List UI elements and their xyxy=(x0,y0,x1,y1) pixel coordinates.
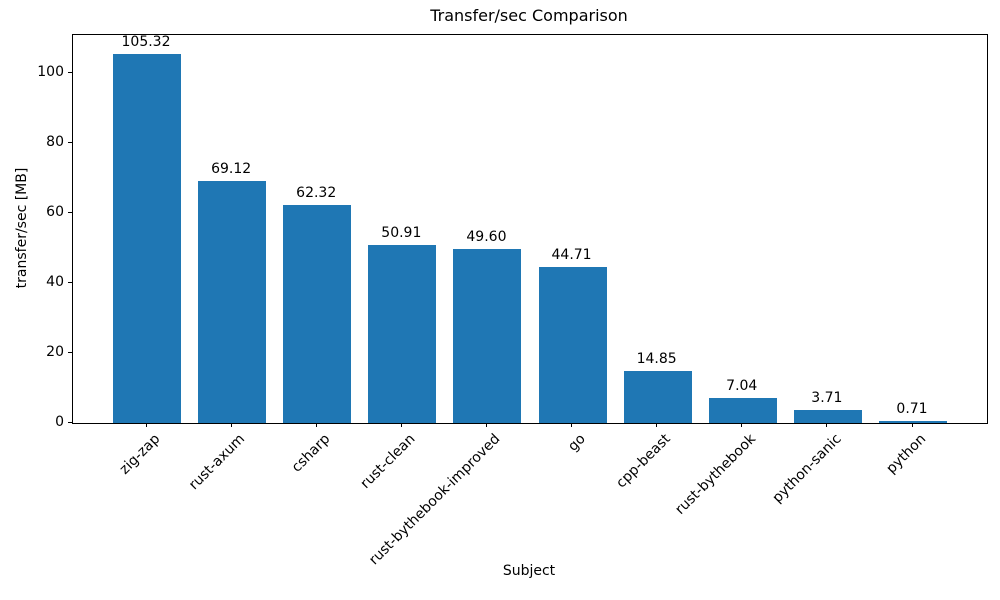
x-tick-label: rust-axum xyxy=(186,431,249,494)
x-tick-mark xyxy=(571,423,573,427)
bar-value-label: 105.32 xyxy=(121,34,171,50)
plot-area xyxy=(72,34,988,424)
y-tick-mark xyxy=(68,211,72,213)
y-tick-label: 0 xyxy=(55,414,64,430)
x-tick-mark xyxy=(826,423,828,427)
x-tick-mark xyxy=(400,423,402,427)
bar-value-label: 14.85 xyxy=(636,351,677,367)
bar-csharp xyxy=(283,205,352,423)
x-tick-label: cpp-beast xyxy=(613,431,674,492)
bar-python xyxy=(879,421,947,423)
x-tick-mark xyxy=(485,423,487,427)
bar-value-label: 50.91 xyxy=(381,225,422,241)
bar-rust-clean xyxy=(368,245,437,423)
bar-cpp-beast xyxy=(623,371,692,423)
bar-value-label: 49.60 xyxy=(466,229,507,245)
x-tick-mark xyxy=(230,423,232,427)
x-axis-label: Subject xyxy=(502,563,556,579)
y-axis-label: transfer/sec [MB] xyxy=(14,167,30,289)
bar-rust-axum xyxy=(198,181,267,423)
bar-rust-bythebook xyxy=(708,398,777,423)
x-tick-mark xyxy=(145,423,147,427)
bar-rust-bythebook-improved xyxy=(453,249,522,423)
bar-value-label: 62.32 xyxy=(296,185,337,201)
bar-value-label: 0.71 xyxy=(896,401,928,417)
bar-go xyxy=(538,267,607,423)
bar-python-sanic xyxy=(793,410,862,423)
y-tick-label: 100 xyxy=(37,64,64,80)
x-tick-label: go xyxy=(565,431,589,455)
x-tick-mark xyxy=(656,423,658,427)
x-tick-label: python xyxy=(883,431,930,477)
x-tick-mark xyxy=(741,423,743,427)
bar-zig-zap xyxy=(113,54,181,423)
y-tick-label: 20 xyxy=(46,344,64,360)
y-tick-mark xyxy=(68,141,72,143)
x-tick-label: csharp xyxy=(288,431,334,476)
y-tick-mark xyxy=(68,281,72,283)
y-tick-mark xyxy=(68,421,72,423)
y-tick-label: 60 xyxy=(46,204,64,220)
y-tick-mark xyxy=(68,351,72,353)
y-tick-label: 40 xyxy=(46,274,64,290)
y-tick-label: 80 xyxy=(46,134,64,150)
x-tick-mark xyxy=(315,423,317,427)
bar-value-label: 7.04 xyxy=(726,378,758,394)
bar-value-label: 69.12 xyxy=(211,161,252,177)
chart-title: Transfer/sec Comparison xyxy=(430,6,628,25)
x-tick-label: python-sanic xyxy=(768,431,845,507)
x-tick-mark xyxy=(911,423,913,427)
bar-value-label: 44.71 xyxy=(551,247,592,263)
y-tick-mark xyxy=(68,71,72,73)
bar-value-label: 3.71 xyxy=(811,390,843,406)
x-tick-label: rust-bythebook xyxy=(672,431,760,518)
x-tick-label: rust-clean xyxy=(357,431,419,492)
x-tick-label: zig-zap xyxy=(116,431,164,478)
